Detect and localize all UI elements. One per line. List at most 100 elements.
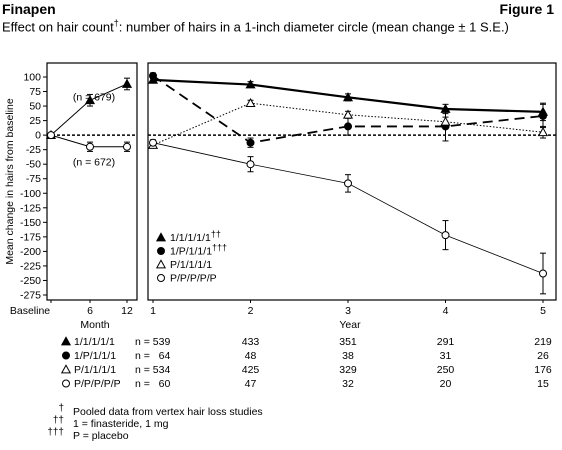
data-point-circle-filled: [246, 138, 255, 147]
n-table-value: 32: [342, 378, 354, 390]
n-table-value: 38: [342, 350, 354, 362]
data-point-circle-filled: [157, 247, 165, 255]
y-tick-label: 50: [29, 101, 41, 113]
n-table-n: n = 60: [135, 378, 170, 390]
x-axis-label-year: Year: [339, 319, 361, 331]
x-axis-label-month: Month: [80, 319, 109, 331]
legend-superscript: ††: [211, 229, 221, 239]
data-point-circle-filled: [62, 351, 70, 360]
subtitle-post: : number of hairs in a 1-inch diameter c…: [118, 19, 509, 35]
footnote-text: 1 = finasteride, 1 mg: [73, 418, 169, 430]
data-point-circle-open: [47, 131, 55, 140]
y-tick-label: 75: [29, 86, 41, 98]
n-table-value: 31: [440, 350, 452, 362]
n-table-value: 15: [537, 378, 549, 390]
data-point-triangle-filled: [155, 232, 167, 242]
right-series-line: [152, 102, 544, 146]
y-tick-label: 0: [35, 130, 41, 142]
dagger-mark: †: [113, 18, 119, 28]
data-point-circle-open: [344, 179, 352, 188]
data-point-circle-open: [246, 160, 255, 169]
y-tick-label: -275: [20, 290, 41, 302]
y-tick-label: -75: [26, 173, 41, 185]
x-tick-label-left: Baseline: [10, 305, 50, 317]
chart-brand-title: Finapen: [2, 1, 56, 17]
chart-subtitle: Effect on hair count†: number of hairs i…: [2, 18, 509, 35]
right-panel-frame: [147, 62, 557, 301]
data-point-circle-open: [157, 274, 165, 282]
y-tick-label: 100: [23, 72, 41, 84]
n-table-group: P/P/P/P/P: [74, 378, 121, 390]
y-axis-label: Mean change in hairs from baseline: [4, 98, 16, 265]
data-point-triangle-open: [537, 126, 549, 137]
footnote-text: Pooled data from vertex hair loss studie…: [73, 406, 263, 418]
n-table-value: 291: [437, 336, 455, 348]
n-table-value: 329: [339, 364, 357, 376]
data-point-circle-open: [123, 142, 131, 151]
n-table-value: 425: [242, 364, 260, 376]
legend-label: P/P/P/P/P: [170, 273, 217, 285]
subtitle-pre: Effect on hair count: [2, 19, 114, 35]
annotation-n-672: (n = 672): [73, 156, 115, 168]
x-tick-label-right: 5: [540, 305, 546, 317]
n-table-value: 20: [440, 378, 452, 390]
x-tick-label-left: 12: [121, 305, 133, 317]
data-point-circle-open: [62, 379, 70, 388]
x-tick-label-right: 1: [150, 305, 156, 317]
data-point-circle-filled: [149, 71, 157, 80]
x-tick-label-left: 6: [87, 305, 93, 317]
figure-number: Figure 1: [499, 1, 554, 17]
data-point-triangle-filled: [245, 79, 256, 89]
footnote-mark: †: [58, 403, 64, 414]
n-table-group: P/1/1/1/1: [74, 364, 116, 376]
y-tick-label: 25: [29, 115, 41, 127]
x-tick-label-right: 3: [345, 305, 351, 317]
legend-label: 1/P/1/1/1†††: [170, 243, 227, 258]
legend-superscript: †††: [212, 243, 227, 253]
n-table-value: 176: [534, 364, 552, 376]
x-tick-label-right: 4: [443, 305, 449, 317]
n-table-value: 433: [242, 336, 260, 348]
data-point-triangle-open: [342, 109, 354, 119]
y-tick-label: -25: [26, 144, 41, 156]
data-point-triangle-filled: [342, 92, 354, 102]
data-point-circle-open: [86, 142, 94, 151]
footnote-mark: †††: [47, 427, 64, 438]
n-table-value: 26: [537, 350, 549, 362]
annotation-n-679: (n = 679): [73, 91, 115, 103]
y-tick-label: -125: [20, 202, 41, 214]
n-table-value: 48: [245, 350, 257, 362]
n-table-n: n = 64: [135, 350, 170, 362]
y-tick-label: -175: [20, 231, 41, 243]
data-point-triangle-filled: [121, 78, 133, 88]
footnote-mark: ††: [53, 415, 64, 426]
n-table-n: n = 539: [135, 336, 170, 348]
data-point-circle-filled: [539, 111, 547, 120]
data-point-triangle-filled: [60, 336, 72, 346]
data-point-circle-open: [441, 231, 450, 240]
y-tick-label: -225: [20, 260, 41, 272]
data-point-circle-filled: [344, 122, 352, 131]
n-table-group: 1/1/1/1/1: [74, 336, 115, 348]
n-table-value: 47: [245, 378, 257, 390]
x-tick-label-right: 2: [248, 305, 254, 317]
data-point-circle-open: [149, 138, 157, 147]
n-table-group: 1/P/1/1/1: [74, 350, 116, 362]
data-point-triangle-open: [60, 364, 72, 374]
y-tick-label: -150: [20, 217, 41, 229]
n-table-value: 351: [339, 336, 357, 348]
y-tick-label: -100: [20, 188, 41, 200]
data-point-triangle-open: [440, 116, 451, 126]
footnote-text: P = placebo: [73, 430, 129, 442]
data-point-triangle-filled: [84, 95, 96, 105]
y-tick-label: -50: [26, 159, 41, 171]
y-tick-label: -200: [20, 246, 41, 258]
legend-label: 1/1/1/1/1††: [170, 229, 221, 244]
data-point-triangle-open: [155, 259, 167, 269]
n-table-n: n = 534: [135, 364, 170, 376]
data-point-triangle-open: [245, 97, 256, 108]
left-panel-frame: [46, 62, 138, 301]
n-table-value: 219: [534, 336, 552, 348]
